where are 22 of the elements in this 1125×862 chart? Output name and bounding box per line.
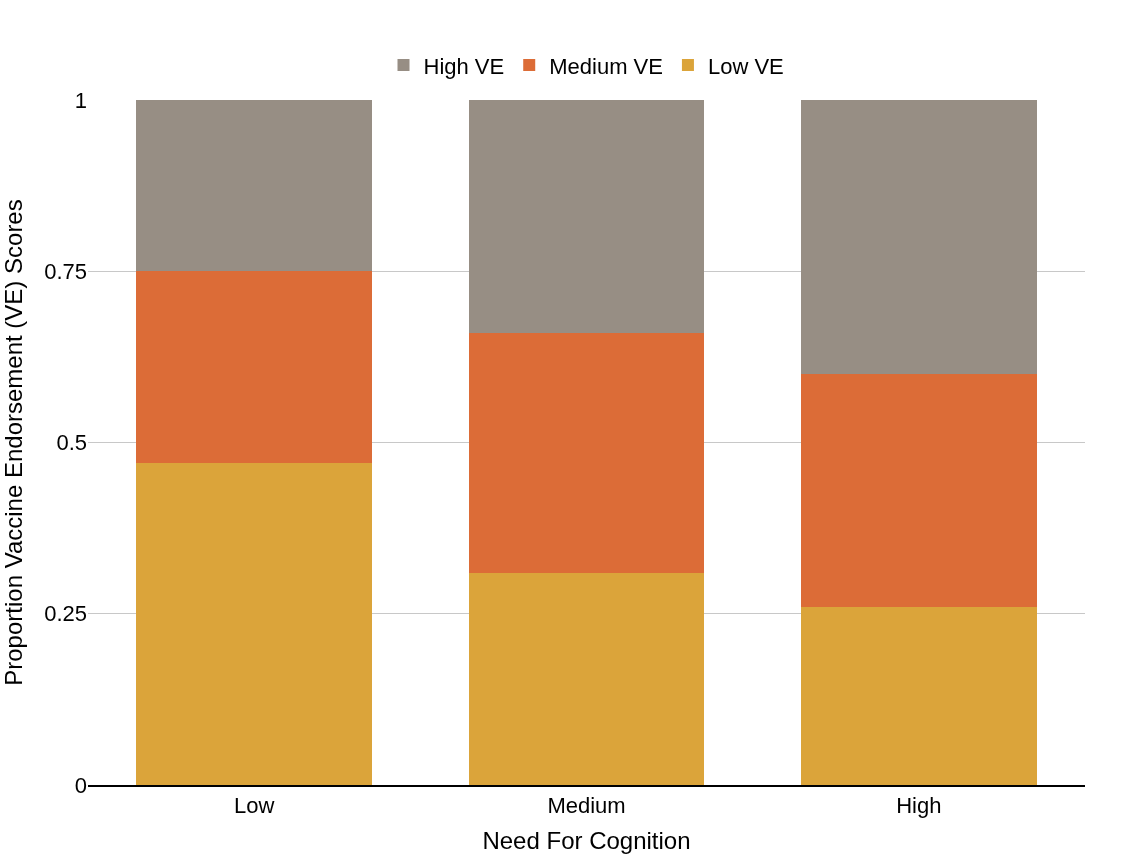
y-tick-label: 0.25 bbox=[44, 601, 87, 627]
x-tick-label: High bbox=[896, 793, 942, 819]
bar bbox=[468, 100, 705, 333]
bar bbox=[800, 606, 1037, 785]
bar bbox=[136, 100, 373, 272]
y-tick-label: 0.5 bbox=[56, 430, 87, 456]
x-tick-label: Medium bbox=[547, 793, 626, 819]
y-tick-label: 0 bbox=[74, 772, 87, 798]
x-axis-title: Need For Cognition bbox=[482, 827, 691, 855]
y-tick-label: 0.75 bbox=[44, 258, 87, 284]
bar bbox=[468, 572, 705, 785]
x-tick-label: Low bbox=[233, 793, 275, 819]
bar bbox=[800, 100, 1037, 374]
y-axis-title: Proportion Vaccine Endorsement (VE) Scores bbox=[0, 199, 27, 686]
legend-label: Low VE bbox=[707, 53, 784, 79]
bar bbox=[136, 463, 373, 785]
legend-label: High VE bbox=[423, 53, 505, 79]
bar bbox=[800, 374, 1037, 607]
y-tick-label: 1 bbox=[74, 87, 87, 113]
bar bbox=[468, 332, 705, 573]
bar bbox=[136, 271, 373, 464]
legend-label: Medium VE bbox=[549, 53, 663, 79]
